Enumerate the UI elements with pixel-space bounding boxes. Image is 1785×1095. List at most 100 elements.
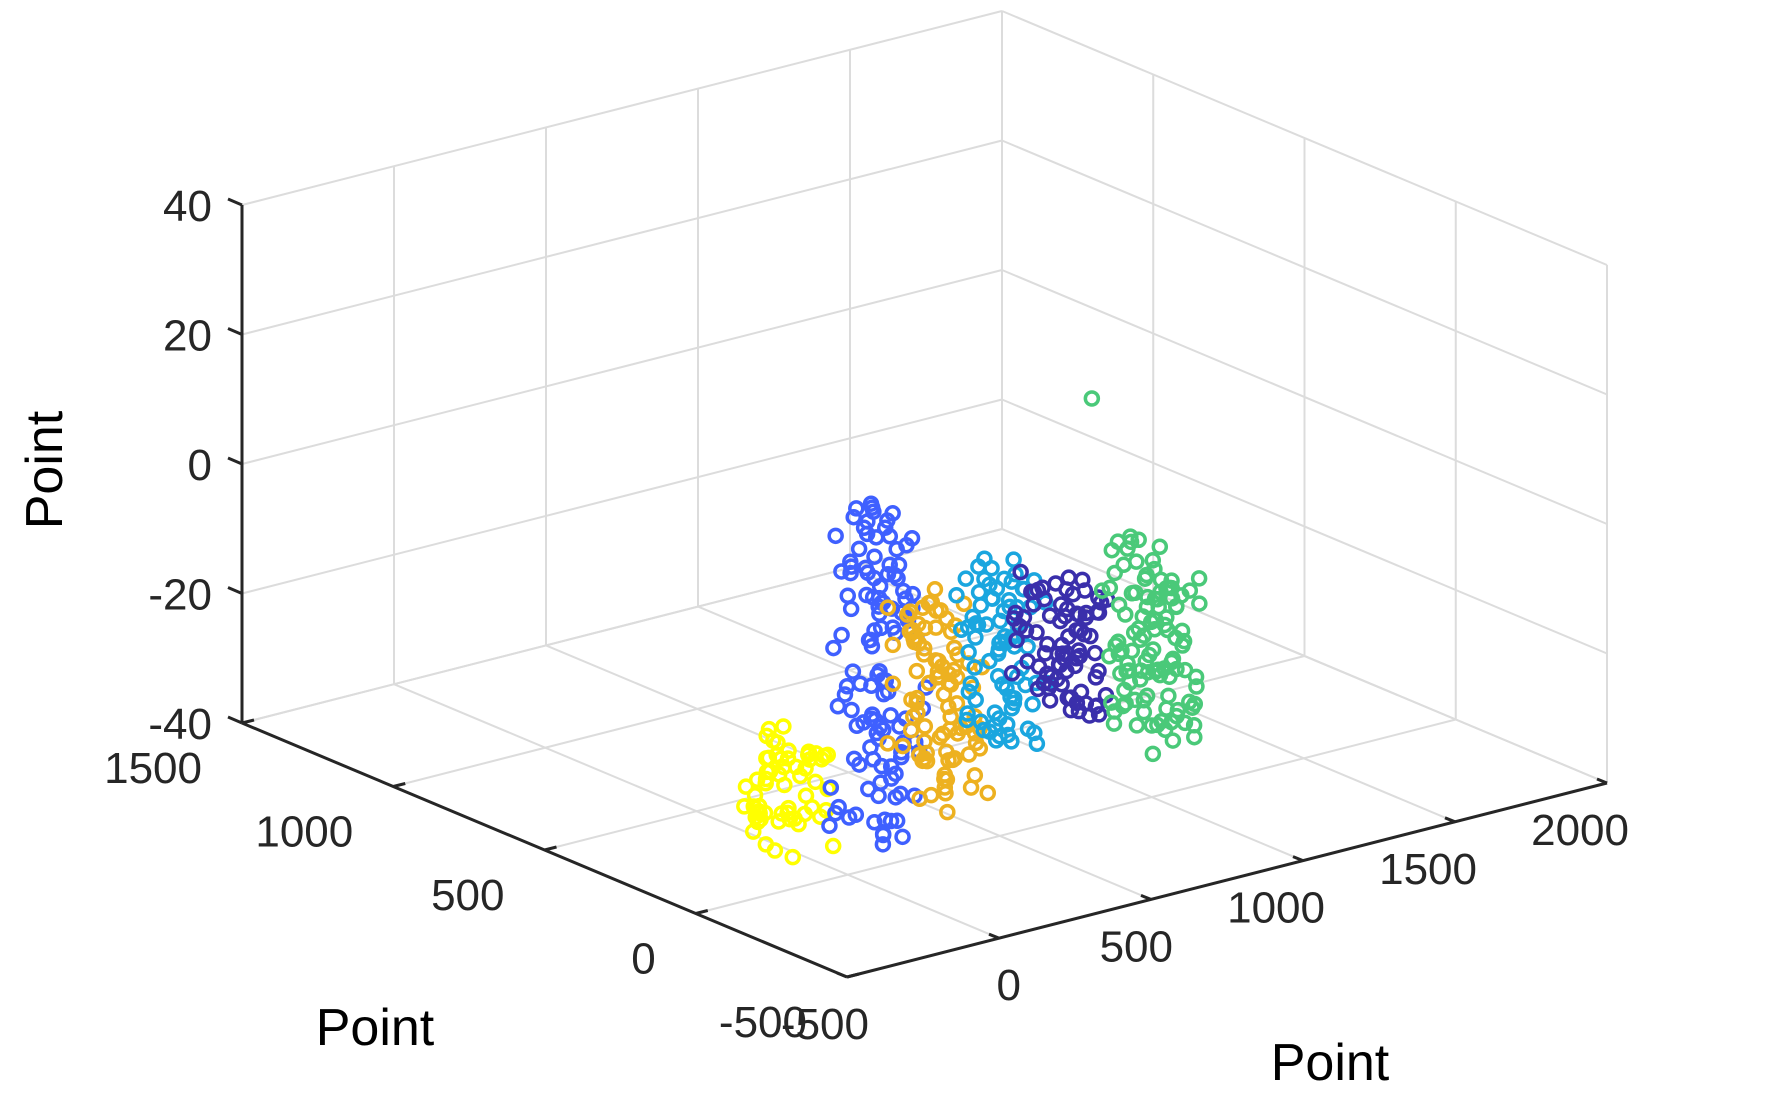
data-point xyxy=(1142,613,1160,631)
grid-line xyxy=(1001,398,1608,655)
data-point xyxy=(766,842,784,859)
data-point xyxy=(995,570,1013,588)
data-point xyxy=(1090,604,1108,621)
grid-line xyxy=(241,269,1003,465)
x-tick-label: -500 xyxy=(781,1000,869,1049)
data-point xyxy=(915,640,933,657)
data-point xyxy=(986,717,1003,734)
data-point xyxy=(966,659,983,676)
data-point xyxy=(1149,661,1167,679)
data-point xyxy=(1176,661,1194,679)
data-point xyxy=(1164,732,1182,749)
data-point xyxy=(873,757,890,775)
data-point xyxy=(930,652,947,670)
data-point xyxy=(1151,538,1169,556)
data-point xyxy=(860,780,877,798)
data-point xyxy=(866,814,883,831)
data-point xyxy=(1086,644,1104,662)
data-point xyxy=(904,585,921,603)
x-tick-label: 0 xyxy=(997,961,1021,1010)
data-point xyxy=(894,828,911,846)
data-point xyxy=(1103,541,1121,559)
data-point xyxy=(839,587,857,605)
data-point xyxy=(944,751,961,769)
data-point xyxy=(1025,583,1043,601)
grid-line xyxy=(695,718,1456,915)
x-tick-mark xyxy=(1596,777,1608,785)
data-point xyxy=(962,779,980,796)
x-tick-label: 1000 xyxy=(1227,884,1325,933)
data-point xyxy=(1076,582,1094,599)
data-point xyxy=(1058,581,1075,598)
data-point xyxy=(948,695,966,712)
data-point xyxy=(825,639,842,657)
ticks-layer: -5000500100015002000-500050010001500-40-… xyxy=(104,182,1629,1049)
data-point xyxy=(737,778,755,795)
data-point xyxy=(882,707,899,724)
data-point xyxy=(1123,585,1141,602)
data-point xyxy=(1176,714,1194,732)
data-point xyxy=(908,662,926,680)
data-point xyxy=(879,599,897,616)
data-point xyxy=(748,771,766,788)
data-point xyxy=(948,587,965,604)
y-tick-mark xyxy=(846,972,860,979)
data-point xyxy=(850,540,868,558)
data-point xyxy=(895,582,912,600)
data-point xyxy=(942,623,960,641)
data-point xyxy=(745,823,762,840)
data-point xyxy=(967,629,984,646)
x-axis-line xyxy=(846,781,1608,979)
x-tick-mark xyxy=(1444,816,1456,824)
z-tick-mark xyxy=(227,327,243,336)
z-tick-label: 0 xyxy=(188,441,212,490)
data-point xyxy=(884,636,902,654)
data-point xyxy=(1135,692,1153,709)
data-point xyxy=(874,836,892,853)
data-point xyxy=(879,512,896,529)
data-point xyxy=(866,548,883,565)
data-point xyxy=(926,581,944,598)
data-point xyxy=(1149,716,1166,734)
data-point xyxy=(936,779,954,796)
z-tick-label: -40 xyxy=(148,700,212,749)
data-point xyxy=(1024,695,1041,713)
series-5 xyxy=(1083,390,1208,763)
data-point xyxy=(758,727,775,745)
data-point xyxy=(1130,531,1147,549)
data-point xyxy=(770,813,787,830)
data-point xyxy=(939,803,956,821)
data-point xyxy=(1103,694,1120,711)
data-point xyxy=(800,743,818,760)
grid-line xyxy=(241,139,1003,336)
data-point xyxy=(1090,706,1108,723)
data-point xyxy=(1110,596,1128,614)
data-point xyxy=(758,750,775,767)
data-point xyxy=(879,735,897,752)
data-point xyxy=(847,806,865,823)
data-point xyxy=(1093,582,1111,599)
data-point xyxy=(833,626,850,644)
data-point xyxy=(836,686,854,703)
data-point xyxy=(987,732,1005,749)
data-point xyxy=(1120,662,1138,679)
data-point xyxy=(882,812,900,830)
data-point xyxy=(1106,564,1123,582)
y-tick-mark xyxy=(241,718,255,725)
data-point xyxy=(1043,668,1060,685)
grid-line xyxy=(1001,528,1608,784)
data-point xyxy=(1008,631,1025,649)
data-point xyxy=(915,646,933,663)
z-tick-mark xyxy=(227,586,243,595)
data-point xyxy=(1144,552,1162,569)
data-point xyxy=(888,812,906,830)
grid-line xyxy=(1001,269,1608,525)
y-axis-label: Point xyxy=(316,999,435,1057)
y-tick-label: 500 xyxy=(431,871,504,920)
data-point xyxy=(1141,646,1158,664)
data-point xyxy=(981,576,998,594)
z-tick-mark xyxy=(227,197,243,207)
data-point xyxy=(1028,624,1045,641)
data-point xyxy=(910,615,927,633)
data-point xyxy=(757,770,775,788)
